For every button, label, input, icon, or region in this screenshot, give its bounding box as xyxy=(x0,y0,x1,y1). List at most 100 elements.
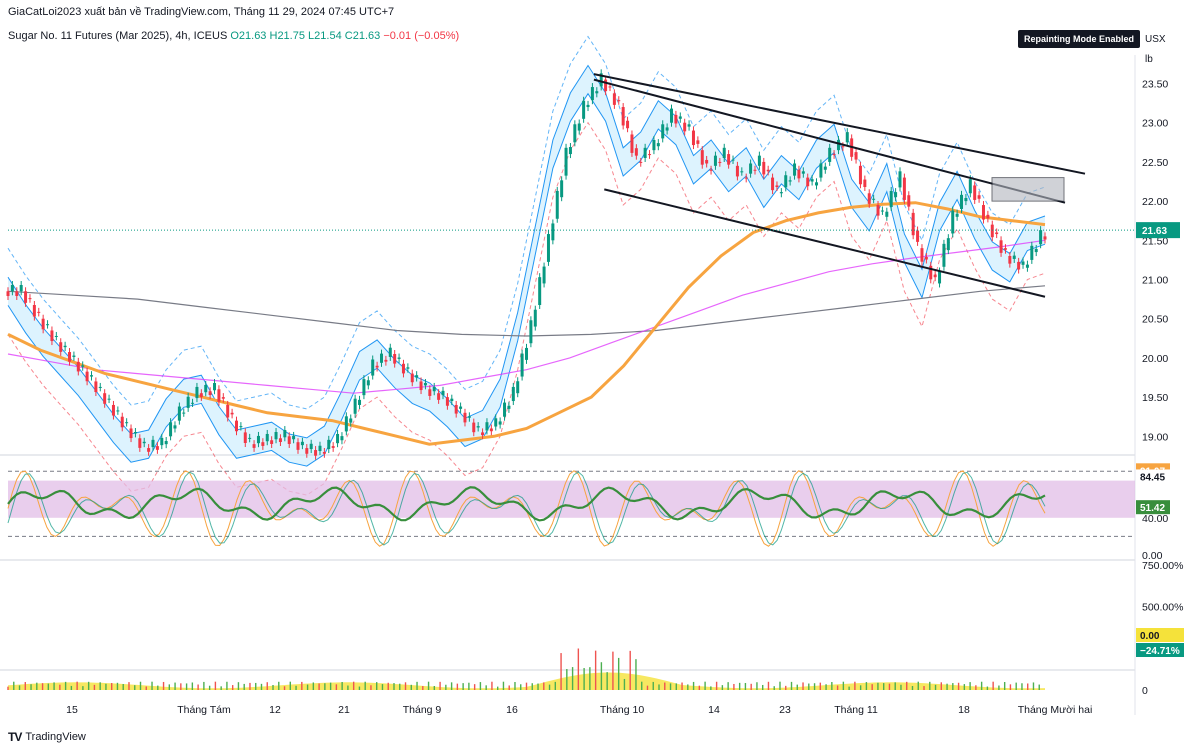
candle-body xyxy=(1034,248,1038,253)
time-tick-label: Tháng 11 xyxy=(834,704,878,716)
candle-body xyxy=(880,210,884,212)
candle-body xyxy=(217,389,221,402)
candle-body xyxy=(929,265,933,280)
candle-body xyxy=(525,347,528,360)
candle-body xyxy=(973,185,977,200)
candle-body xyxy=(551,223,555,241)
candle-body xyxy=(116,410,120,412)
candle-body xyxy=(221,397,225,399)
candle-body xyxy=(226,404,230,418)
candle-body xyxy=(744,177,748,179)
candle-body xyxy=(234,420,238,432)
candle-body xyxy=(819,163,823,178)
candle-body xyxy=(169,422,173,437)
candle-body xyxy=(960,194,964,209)
candle-body xyxy=(366,380,370,386)
ma-pink-line xyxy=(7,239,1046,394)
candle-body xyxy=(810,179,814,182)
unit-label: lb xyxy=(1145,54,1153,65)
inner-band-fill xyxy=(8,65,1045,467)
candle-body xyxy=(283,430,287,438)
candle-body xyxy=(362,379,366,396)
candle-body xyxy=(885,211,889,217)
time-tick-label: 12 xyxy=(269,704,281,716)
candle-body xyxy=(54,335,58,337)
candle-body xyxy=(274,432,278,440)
candle-body xyxy=(823,166,827,170)
candle-body xyxy=(916,230,920,242)
candle-body xyxy=(626,120,630,129)
stoch-value-badge xyxy=(1136,500,1170,515)
candle-body xyxy=(656,143,660,147)
candle-body xyxy=(863,179,867,188)
volume-value-badge xyxy=(1136,628,1184,642)
time-tick-label: 15 xyxy=(66,704,78,716)
candle-body xyxy=(103,393,107,404)
candle-body xyxy=(261,442,265,446)
candle-body xyxy=(981,205,985,220)
price-tick-label: 23.50 xyxy=(1142,79,1168,91)
candle-body xyxy=(107,398,111,400)
candle-body xyxy=(208,391,212,395)
candle-body xyxy=(731,159,735,161)
candle-body xyxy=(604,79,608,92)
stoch-value-text: 51.42 xyxy=(1140,503,1165,514)
candle-body xyxy=(309,443,313,450)
candle-body xyxy=(379,353,383,363)
candle-body xyxy=(481,432,485,436)
price-tick-label: 23.00 xyxy=(1142,118,1168,130)
stoch-d-line xyxy=(7,471,1046,546)
candle-body xyxy=(415,375,419,378)
candle-body xyxy=(1012,255,1016,259)
ma-gray-line xyxy=(7,285,1046,337)
candle-body xyxy=(740,171,744,173)
candle-body xyxy=(753,169,757,171)
candle-body xyxy=(32,305,36,317)
candle-body xyxy=(428,389,432,396)
tradingview-logo[interactable]: TV TradingView xyxy=(8,730,86,744)
volume-panel xyxy=(7,648,1045,690)
candle-body xyxy=(1021,261,1025,265)
candle-body xyxy=(186,396,190,408)
candle-body xyxy=(182,412,186,414)
candle-body xyxy=(757,155,761,166)
candle-body xyxy=(911,212,915,236)
channel-mid-line xyxy=(593,78,1066,204)
candle-body xyxy=(1008,256,1012,264)
candle-body xyxy=(797,169,801,179)
candle-body xyxy=(986,214,990,219)
volume-tick-label: 0 xyxy=(1142,685,1148,697)
candle-body xyxy=(41,318,45,330)
current-price-text: 21.63 xyxy=(1142,226,1167,237)
candle-body xyxy=(287,436,291,444)
candle-body xyxy=(314,450,318,456)
time-tick-label: 21 xyxy=(338,704,350,716)
candle-body xyxy=(111,404,115,416)
candle-body xyxy=(68,352,72,362)
candle-body xyxy=(902,177,906,200)
candle-body xyxy=(160,437,164,446)
candle-body xyxy=(718,161,722,163)
candle-body xyxy=(670,108,674,123)
candle-body xyxy=(331,446,335,448)
candle-body xyxy=(828,147,832,162)
candle-body xyxy=(555,190,559,219)
candle-body xyxy=(177,406,181,421)
candle-body xyxy=(89,375,93,377)
candle-body xyxy=(713,155,717,166)
candle-body xyxy=(76,361,80,372)
candle-body xyxy=(815,182,819,186)
candle-body xyxy=(371,359,375,376)
candle-body xyxy=(590,87,594,101)
channel-lower-line xyxy=(604,188,1046,298)
currency-unit[interactable]: USX lb xyxy=(1145,30,1166,70)
candle-body xyxy=(946,238,950,251)
time-tick-label: 23 xyxy=(779,704,791,716)
candle-body xyxy=(437,393,441,400)
candle-body xyxy=(722,147,726,158)
symbol-info: Sugar No. 11 Futures (Mar 2025), 4h, ICE… xyxy=(8,30,459,42)
stoch-value-text: 84.45 xyxy=(1140,472,1165,483)
candle-body xyxy=(239,426,243,428)
repainting-badge: Repainting Mode Enabled xyxy=(1018,30,1141,48)
